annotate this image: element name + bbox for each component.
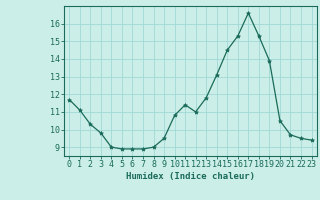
X-axis label: Humidex (Indice chaleur): Humidex (Indice chaleur) xyxy=(126,172,255,181)
